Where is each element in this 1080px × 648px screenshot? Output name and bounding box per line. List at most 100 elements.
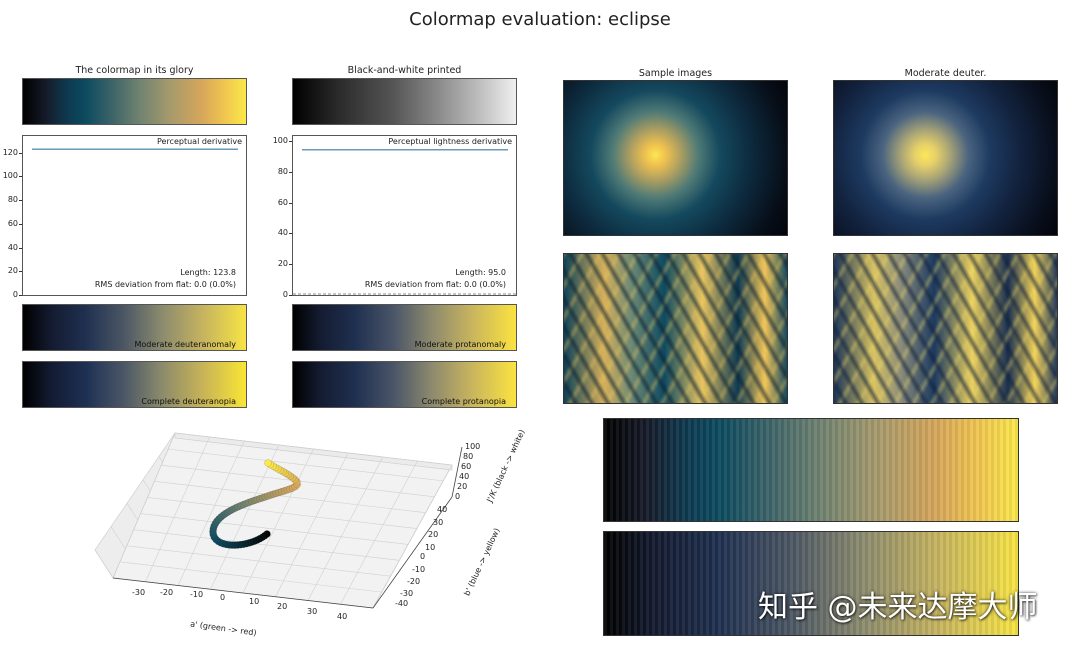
protanopia-label: Complete protanopia bbox=[421, 397, 506, 406]
colormap-path-3d bbox=[209, 459, 301, 549]
y-tick-mark bbox=[289, 295, 292, 296]
tick-label-3d: 30 bbox=[307, 607, 318, 616]
grid-line bbox=[94, 549, 114, 579]
grid-line bbox=[126, 503, 139, 521]
tick-label-3d: -20 bbox=[160, 588, 174, 597]
grid-line bbox=[168, 448, 444, 482]
tick-label-3d: -30 bbox=[400, 589, 414, 598]
colormap-bar bbox=[22, 78, 247, 125]
tick-label-3d: 30 bbox=[433, 518, 444, 527]
deuteranomaly-bar: Moderate deuteranomaly bbox=[22, 304, 247, 351]
tick-label-3d: 80 bbox=[463, 452, 474, 461]
grid-line bbox=[210, 444, 280, 590]
protanomaly-bar: Moderate protanomaly bbox=[292, 304, 517, 351]
rms-text: RMS deviation from flat: 0.0 (0.0%) bbox=[94, 280, 236, 289]
y-tick-mark bbox=[19, 223, 22, 225]
tick-label-3d: -20 bbox=[407, 577, 421, 586]
tick-label-3d: 0 bbox=[420, 552, 426, 561]
tick-label-3d: 20 bbox=[277, 602, 288, 611]
y-tick-mark bbox=[289, 233, 292, 235]
y-tick-label: 60 bbox=[277, 197, 288, 207]
tick-label-3d: 20 bbox=[428, 530, 439, 539]
rms-text: RMS deviation from flat: 0.0 (0.0%) bbox=[364, 280, 506, 289]
y-tick-label: 20 bbox=[277, 259, 288, 269]
watermark: 知乎 @未来达摩大师 bbox=[758, 590, 1038, 625]
protanopia-bar: Complete protanopia bbox=[292, 361, 517, 408]
grid-line bbox=[145, 436, 210, 582]
y-tick-mark bbox=[289, 171, 292, 173]
lightness-derivative-svg bbox=[293, 149, 516, 295]
deuteranopia-bar: Complete deuteranopia bbox=[22, 361, 247, 408]
y-tick-mark bbox=[19, 271, 22, 273]
y-tick-label: 60 bbox=[7, 218, 18, 228]
lightness-derivative-label: Perceptual lightness derivative bbox=[388, 137, 512, 146]
y-tick-mark bbox=[19, 247, 22, 249]
tick-label-3d: 20 bbox=[457, 482, 468, 491]
grid-line bbox=[142, 479, 151, 492]
figure-title: Colormap evaluation: eclipse bbox=[409, 9, 671, 30]
deuteranomaly-label: Moderate deuteranomaly bbox=[134, 340, 236, 349]
tick-label-3d: 10 bbox=[249, 597, 260, 606]
x-axis-line bbox=[112, 577, 374, 609]
y-tick-label: 0 bbox=[12, 290, 18, 299]
grid-line bbox=[154, 481, 426, 513]
tick-label-3d: 10 bbox=[425, 543, 436, 552]
tick-label-3d: -10 bbox=[412, 565, 426, 574]
bw-title: Black-and-white printed bbox=[347, 65, 462, 76]
length-text: Length: 95.0 bbox=[455, 268, 506, 277]
y-tick-label: 0 bbox=[282, 290, 288, 299]
tick-label-3d: 100 bbox=[465, 442, 481, 451]
y-tick-label: 100 bbox=[2, 171, 18, 181]
grid-line bbox=[242, 448, 314, 594]
grid-line bbox=[372, 464, 453, 609]
lightness-derivative-plot: Perceptual lightness derivative Length: … bbox=[292, 135, 517, 296]
tick-label-3d: -40 bbox=[395, 599, 409, 608]
sample-image-fringes bbox=[563, 253, 788, 404]
y-tick-mark bbox=[289, 264, 292, 266]
y-tick-label: 40 bbox=[7, 242, 18, 252]
derivative-svg bbox=[32, 148, 238, 150]
colormap-title: The colormap in its glory bbox=[75, 65, 194, 76]
grid-line bbox=[307, 456, 384, 601]
moderate-deuter-title: Moderate deuter. bbox=[904, 68, 987, 79]
grid-line bbox=[112, 432, 176, 579]
colormap-stripe-test bbox=[603, 418, 1019, 522]
grid-line bbox=[110, 526, 126, 550]
grid-line bbox=[140, 513, 409, 545]
tick-label-3d: -30 bbox=[132, 588, 146, 597]
tick-label-3d: 40 bbox=[459, 472, 470, 481]
y-tick-mark bbox=[289, 202, 292, 204]
grid-3d bbox=[94, 432, 453, 609]
y-tick-mark bbox=[289, 141, 292, 143]
sample-images-title: Sample images bbox=[638, 68, 713, 79]
tick-label-3d: 40 bbox=[437, 505, 448, 514]
deuter-image-terrain bbox=[833, 80, 1058, 236]
y-tick-label: 100 bbox=[272, 136, 288, 146]
y-axis-line bbox=[372, 496, 453, 609]
deuteranopia-label: Complete deuteranopia bbox=[141, 397, 236, 406]
y-tick-mark bbox=[19, 176, 22, 178]
y-tick-mark bbox=[19, 152, 22, 154]
grid-line bbox=[133, 529, 400, 561]
grid-line bbox=[174, 432, 453, 466]
grid-line bbox=[158, 456, 163, 463]
tick-label-3d: 0 bbox=[455, 492, 461, 501]
y-tick-label: 80 bbox=[277, 166, 288, 176]
y-tick-mark bbox=[19, 200, 22, 202]
protanomaly-label: Moderate protanomaly bbox=[414, 340, 506, 349]
y-tick-label: 40 bbox=[277, 228, 288, 238]
tick-label-3d: 40 bbox=[337, 612, 348, 621]
y-tick-label: 120 bbox=[2, 147, 18, 157]
y-tick-label: 20 bbox=[7, 266, 18, 276]
derivative-label: Perceptual derivative bbox=[156, 137, 242, 146]
y-tick-label: 80 bbox=[7, 195, 18, 205]
y-tick-mark bbox=[19, 295, 22, 296]
length-text: Length: 123.8 bbox=[180, 268, 236, 277]
grid-line bbox=[275, 452, 349, 597]
grid-line bbox=[147, 497, 417, 529]
grid-line bbox=[126, 545, 391, 577]
grid-line bbox=[119, 561, 382, 593]
tick-label-3d: 0 bbox=[220, 593, 226, 602]
